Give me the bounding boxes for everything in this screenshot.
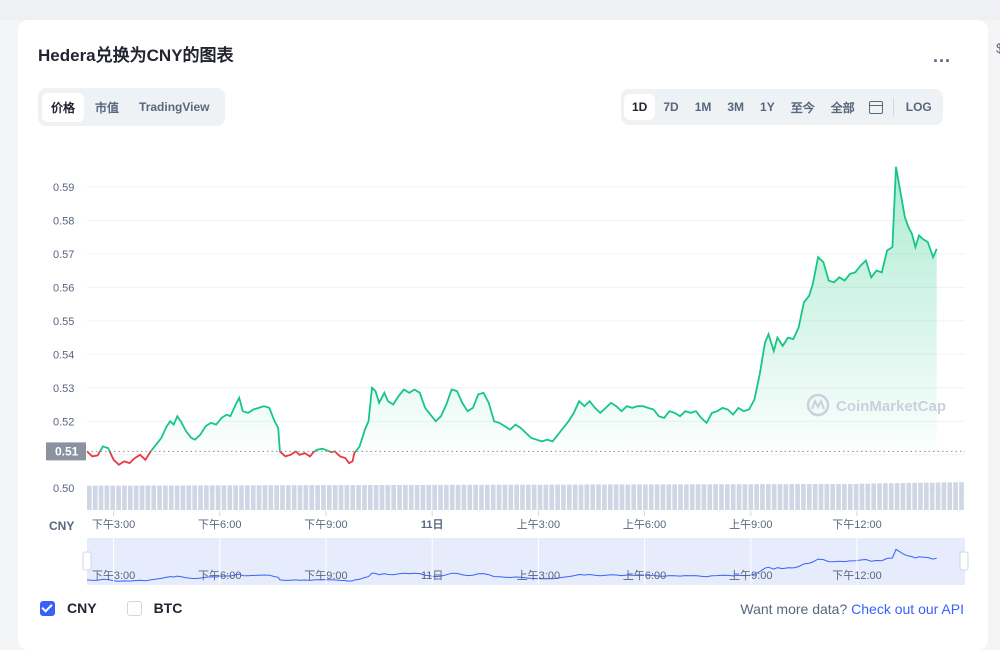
time-range-selector: 1D 7D 1M 3M 1Y 至今 全部 LOG bbox=[621, 89, 943, 125]
range-7d[interactable]: 7D bbox=[663, 100, 679, 114]
legend-label-cny: CNY bbox=[67, 600, 97, 616]
legend-label-btc: BTC bbox=[153, 600, 183, 616]
tab-tradingview[interactable]: TradingView bbox=[139, 100, 210, 114]
checkbox-cny[interactable] bbox=[40, 600, 55, 616]
chart-type-tabs: 价格 市值 TradingView bbox=[38, 88, 225, 126]
more-options-button[interactable]: ... bbox=[933, 46, 952, 66]
tab-market-cap[interactable]: 市值 bbox=[95, 100, 120, 115]
top-strip bbox=[0, 0, 1000, 20]
range-3m[interactable]: 3M bbox=[727, 100, 745, 114]
api-link[interactable]: Check out our API bbox=[851, 601, 964, 617]
api-prompt: Want more data? bbox=[740, 601, 848, 617]
tab-price[interactable]: 价格 bbox=[42, 92, 85, 122]
log-scale-toggle[interactable]: LOG bbox=[905, 100, 932, 114]
range-1y[interactable]: 1Y bbox=[760, 100, 775, 114]
page-title: Hedera兑换为CNY的图表 bbox=[38, 46, 234, 65]
legend: CNY BTC bbox=[40, 600, 212, 616]
range-1d[interactable]: 1D bbox=[624, 94, 656, 120]
checkbox-btc[interactable] bbox=[126, 600, 142, 616]
range-1m[interactable]: 1M bbox=[694, 100, 712, 114]
legend-btc[interactable]: BTC bbox=[126, 600, 183, 616]
range-divider bbox=[892, 98, 894, 116]
calendar-icon[interactable] bbox=[868, 100, 883, 114]
legend-cny[interactable]: CNY bbox=[40, 600, 97, 616]
api-promo: Want more data? Check out our API bbox=[740, 601, 964, 617]
edge-glyph: $ bbox=[996, 40, 1000, 56]
range-ytd[interactable]: 至今 bbox=[790, 100, 815, 115]
range-all[interactable]: 全部 bbox=[830, 100, 855, 115]
